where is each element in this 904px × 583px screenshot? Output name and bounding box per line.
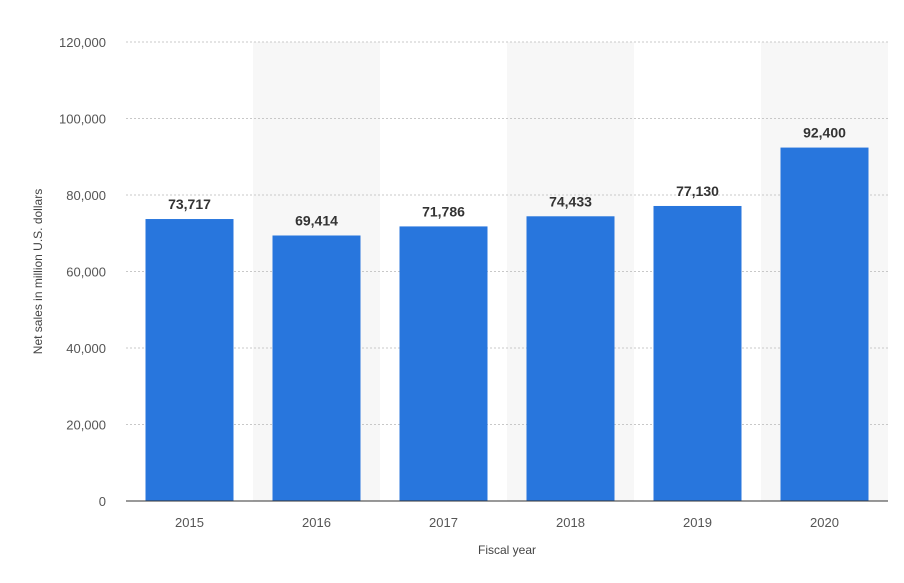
y-axis-ticks: 0 20,000 40,000 60,000 80,000 100,000 120,000 <box>59 35 106 509</box>
data-label: 73,717 <box>168 196 211 212</box>
y-tick-label: 120,000 <box>59 35 106 50</box>
y-tick-label: 60,000 <box>66 265 106 280</box>
x-tick-label: 2019 <box>683 515 712 530</box>
data-labels: 73,717 69,414 71,786 74,433 77,130 92,400 <box>168 125 846 229</box>
bar[interactable] <box>526 216 615 502</box>
gridlines <box>126 41 888 425</box>
y-tick-label: 100,000 <box>59 112 106 127</box>
data-label: 69,414 <box>295 212 338 228</box>
x-tick-label: 2016 <box>302 515 331 530</box>
data-label: 92,400 <box>803 125 846 141</box>
x-tick-label: 2017 <box>429 515 458 530</box>
bar[interactable] <box>399 226 488 501</box>
data-label: 74,433 <box>549 193 592 209</box>
bar[interactable] <box>653 205 742 501</box>
x-tick-label: 2018 <box>556 515 585 530</box>
y-tick-label: 40,000 <box>66 341 106 356</box>
bar[interactable] <box>780 147 869 501</box>
bar[interactable] <box>145 219 234 501</box>
x-axis-title: Fiscal year <box>478 543 536 557</box>
bar[interactable] <box>272 235 361 501</box>
x-axis-ticks: 2015 2016 2017 2018 2019 2020 <box>175 515 839 530</box>
x-tick-label: 2015 <box>175 515 204 530</box>
y-tick-label: 0 <box>99 494 106 509</box>
bars <box>145 147 869 502</box>
x-tick-label: 2020 <box>810 515 839 530</box>
data-label: 71,786 <box>422 203 465 219</box>
y-tick-label: 20,000 <box>66 418 106 433</box>
y-axis-title: Net sales in million U.S. dollars <box>31 189 45 354</box>
y-tick-label: 80,000 <box>66 188 106 203</box>
data-label: 77,130 <box>676 183 719 199</box>
